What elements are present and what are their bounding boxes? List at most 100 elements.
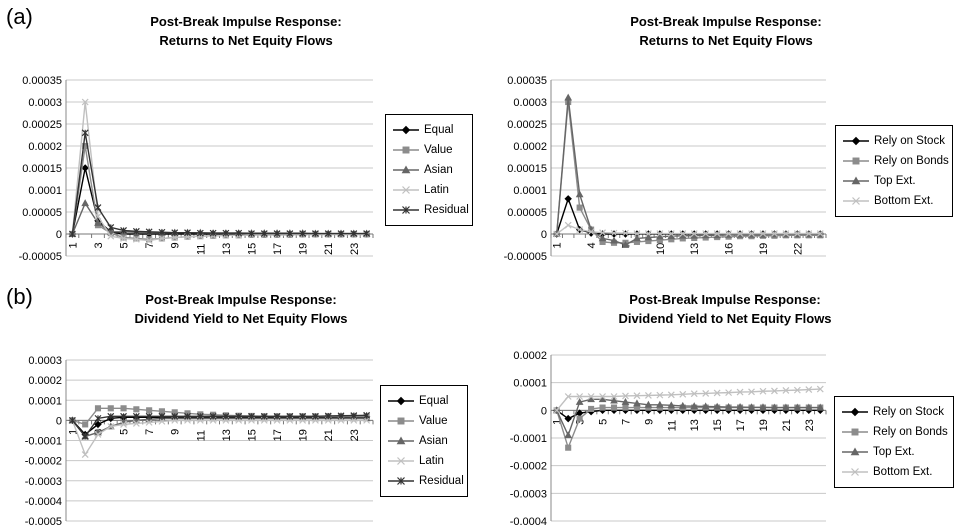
legend-label: Asian <box>424 164 453 176</box>
data-point <box>81 129 89 137</box>
data-point <box>158 228 166 236</box>
chart-title-line1: Post-Break Impulse Response: <box>630 14 822 29</box>
data-point <box>324 230 332 237</box>
series-line-3 <box>71 419 367 457</box>
data-point <box>120 412 127 420</box>
data-point <box>599 229 606 237</box>
data-point <box>701 402 710 410</box>
data-point <box>793 403 802 411</box>
y-tick-label: 0.00035 <box>22 75 62 87</box>
legend-swatch <box>388 417 414 425</box>
data-point <box>610 404 618 411</box>
data-point <box>621 240 630 248</box>
y-tick-label: -0.00005 <box>19 251 62 263</box>
x-tick-label: 7 <box>144 242 156 248</box>
legend-swatch <box>843 157 869 165</box>
data-point <box>656 391 664 399</box>
data-point <box>622 229 629 237</box>
data-point <box>120 234 127 242</box>
legend-swatch <box>388 477 414 485</box>
data-point <box>747 403 756 411</box>
data-point <box>575 409 584 417</box>
data-point <box>610 393 618 400</box>
data-point <box>816 385 824 393</box>
legend-swatch <box>842 447 868 456</box>
data-point <box>312 230 319 237</box>
data-point <box>805 230 813 237</box>
legend-label: Value <box>424 144 453 156</box>
data-point <box>598 234 607 242</box>
data-point <box>94 204 102 212</box>
data-point <box>107 422 115 430</box>
legend-label: Residual <box>419 475 464 487</box>
y-tick-label: -0.0003 <box>25 476 62 488</box>
data-point <box>222 412 230 420</box>
y-tick-label: -0.0001 <box>510 433 547 445</box>
data-point <box>94 212 102 220</box>
data-point <box>132 419 140 427</box>
legend-marker <box>402 146 410 154</box>
legend-label: Bottom Ext. <box>873 466 933 478</box>
data-point <box>805 386 813 394</box>
data-point <box>235 412 243 420</box>
x-tick-label: 11 <box>195 430 207 441</box>
data-point <box>158 412 166 420</box>
x-tick-label: 13 <box>221 429 233 441</box>
legend-label: Value <box>419 415 448 427</box>
data-point <box>82 421 89 428</box>
y-tick-label: 0.0002 <box>513 141 547 153</box>
data-point <box>350 412 358 419</box>
x-tick-label: 9 <box>643 419 655 425</box>
data-point <box>273 412 281 420</box>
data-point <box>196 229 204 237</box>
data-point <box>260 412 268 420</box>
legend-item: Rely on Stock <box>841 402 947 422</box>
panel-label-b: (b) <box>6 284 33 309</box>
data-point <box>133 235 140 242</box>
x-tick-label: 7 <box>620 419 632 425</box>
x-tick-label: 21 <box>781 419 793 431</box>
legend-item: Bottom Ext. <box>841 462 947 482</box>
legend-marker <box>850 447 860 456</box>
x-tick-label: 3 <box>93 242 105 248</box>
data-point <box>68 230 76 238</box>
data-point <box>610 236 618 244</box>
data-point <box>748 230 755 237</box>
legend-item: Equal <box>392 120 466 140</box>
x-tick-label: 23 <box>349 429 361 441</box>
x-tick-label: 13 <box>689 243 701 255</box>
legend-marker <box>852 197 860 205</box>
y-tick-label: 0.0002 <box>513 350 547 362</box>
data-point <box>644 230 652 237</box>
data-point <box>690 402 699 410</box>
data-point <box>576 204 583 211</box>
data-point <box>782 386 790 394</box>
data-point <box>145 228 153 236</box>
data-point <box>107 232 115 240</box>
data-point <box>94 431 102 438</box>
x-tick-label: 22 <box>792 243 804 255</box>
legend-a-right: Rely on Stock Rely on Bonds Top Ext. Bottom… <box>835 125 953 217</box>
x-tick-label: 21 <box>323 243 335 255</box>
y-tick-label: 0 <box>56 415 62 427</box>
data-point <box>725 389 733 397</box>
legend-swatch <box>393 146 419 154</box>
x-tick-label: 9 <box>170 429 182 435</box>
data-point <box>145 418 153 426</box>
data-point <box>94 420 102 429</box>
data-point <box>222 229 230 237</box>
data-point <box>644 400 653 408</box>
data-point <box>816 403 825 411</box>
x-tick-label: 16 <box>724 243 736 255</box>
data-point <box>633 230 641 237</box>
data-point <box>107 223 115 231</box>
data-point <box>793 386 801 394</box>
legend-item: Bottom Ext. <box>842 191 946 211</box>
legend-swatch <box>388 396 414 406</box>
y-tick-label: 0.0003 <box>28 97 62 109</box>
chart-title-b-right: Post-Break Impulse Response: Dividend Yi… <box>560 290 890 328</box>
y-tick-label: 0.00025 <box>22 119 62 131</box>
chart-title-line2: Returns to Net Equity Flows <box>159 33 333 48</box>
data-point <box>771 230 778 237</box>
